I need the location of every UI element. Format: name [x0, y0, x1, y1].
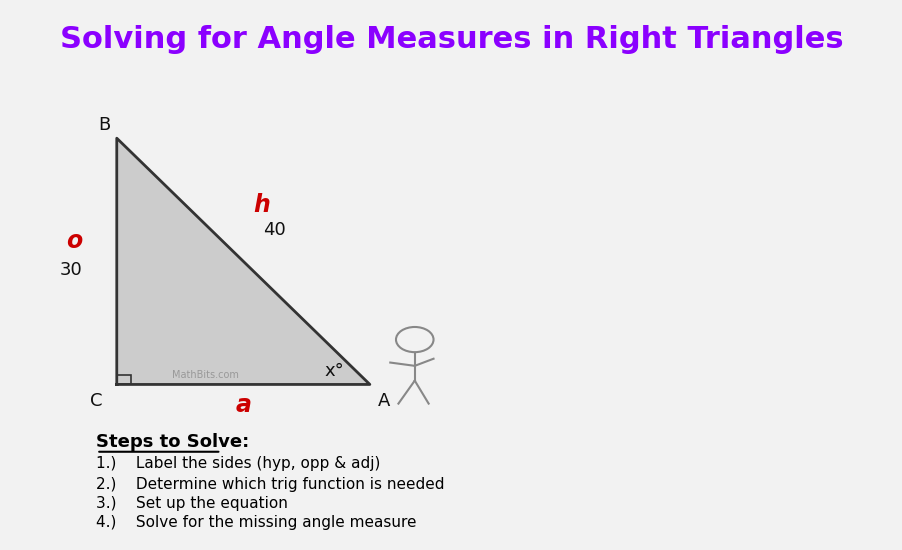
Text: 40: 40	[262, 221, 285, 239]
Text: x°: x°	[325, 362, 345, 380]
Bar	[116, 375, 132, 384]
Text: B: B	[98, 116, 110, 134]
Polygon shape	[116, 138, 370, 384]
Text: Solving for Angle Measures in Right Triangles: Solving for Angle Measures in Right Tria…	[60, 25, 842, 54]
Text: A: A	[378, 392, 390, 410]
Text: MathBits.com: MathBits.com	[171, 370, 238, 379]
Text: h: h	[253, 193, 271, 217]
Text: 3.)    Set up the equation: 3.) Set up the equation	[97, 496, 288, 512]
Text: a: a	[235, 393, 251, 417]
Text: 30: 30	[60, 261, 82, 278]
Text: C: C	[89, 392, 102, 410]
Text: 2.)    Determine which trig function is needed: 2.) Determine which trig function is nee…	[97, 476, 445, 492]
Text: Steps to Solve:: Steps to Solve:	[97, 433, 249, 451]
Text: 1.)    Label the sides (hyp, opp & adj): 1.) Label the sides (hyp, opp & adj)	[97, 456, 381, 471]
Text: o: o	[66, 229, 82, 253]
Text: 4.)    Solve for the missing angle measure: 4.) Solve for the missing angle measure	[97, 515, 417, 530]
